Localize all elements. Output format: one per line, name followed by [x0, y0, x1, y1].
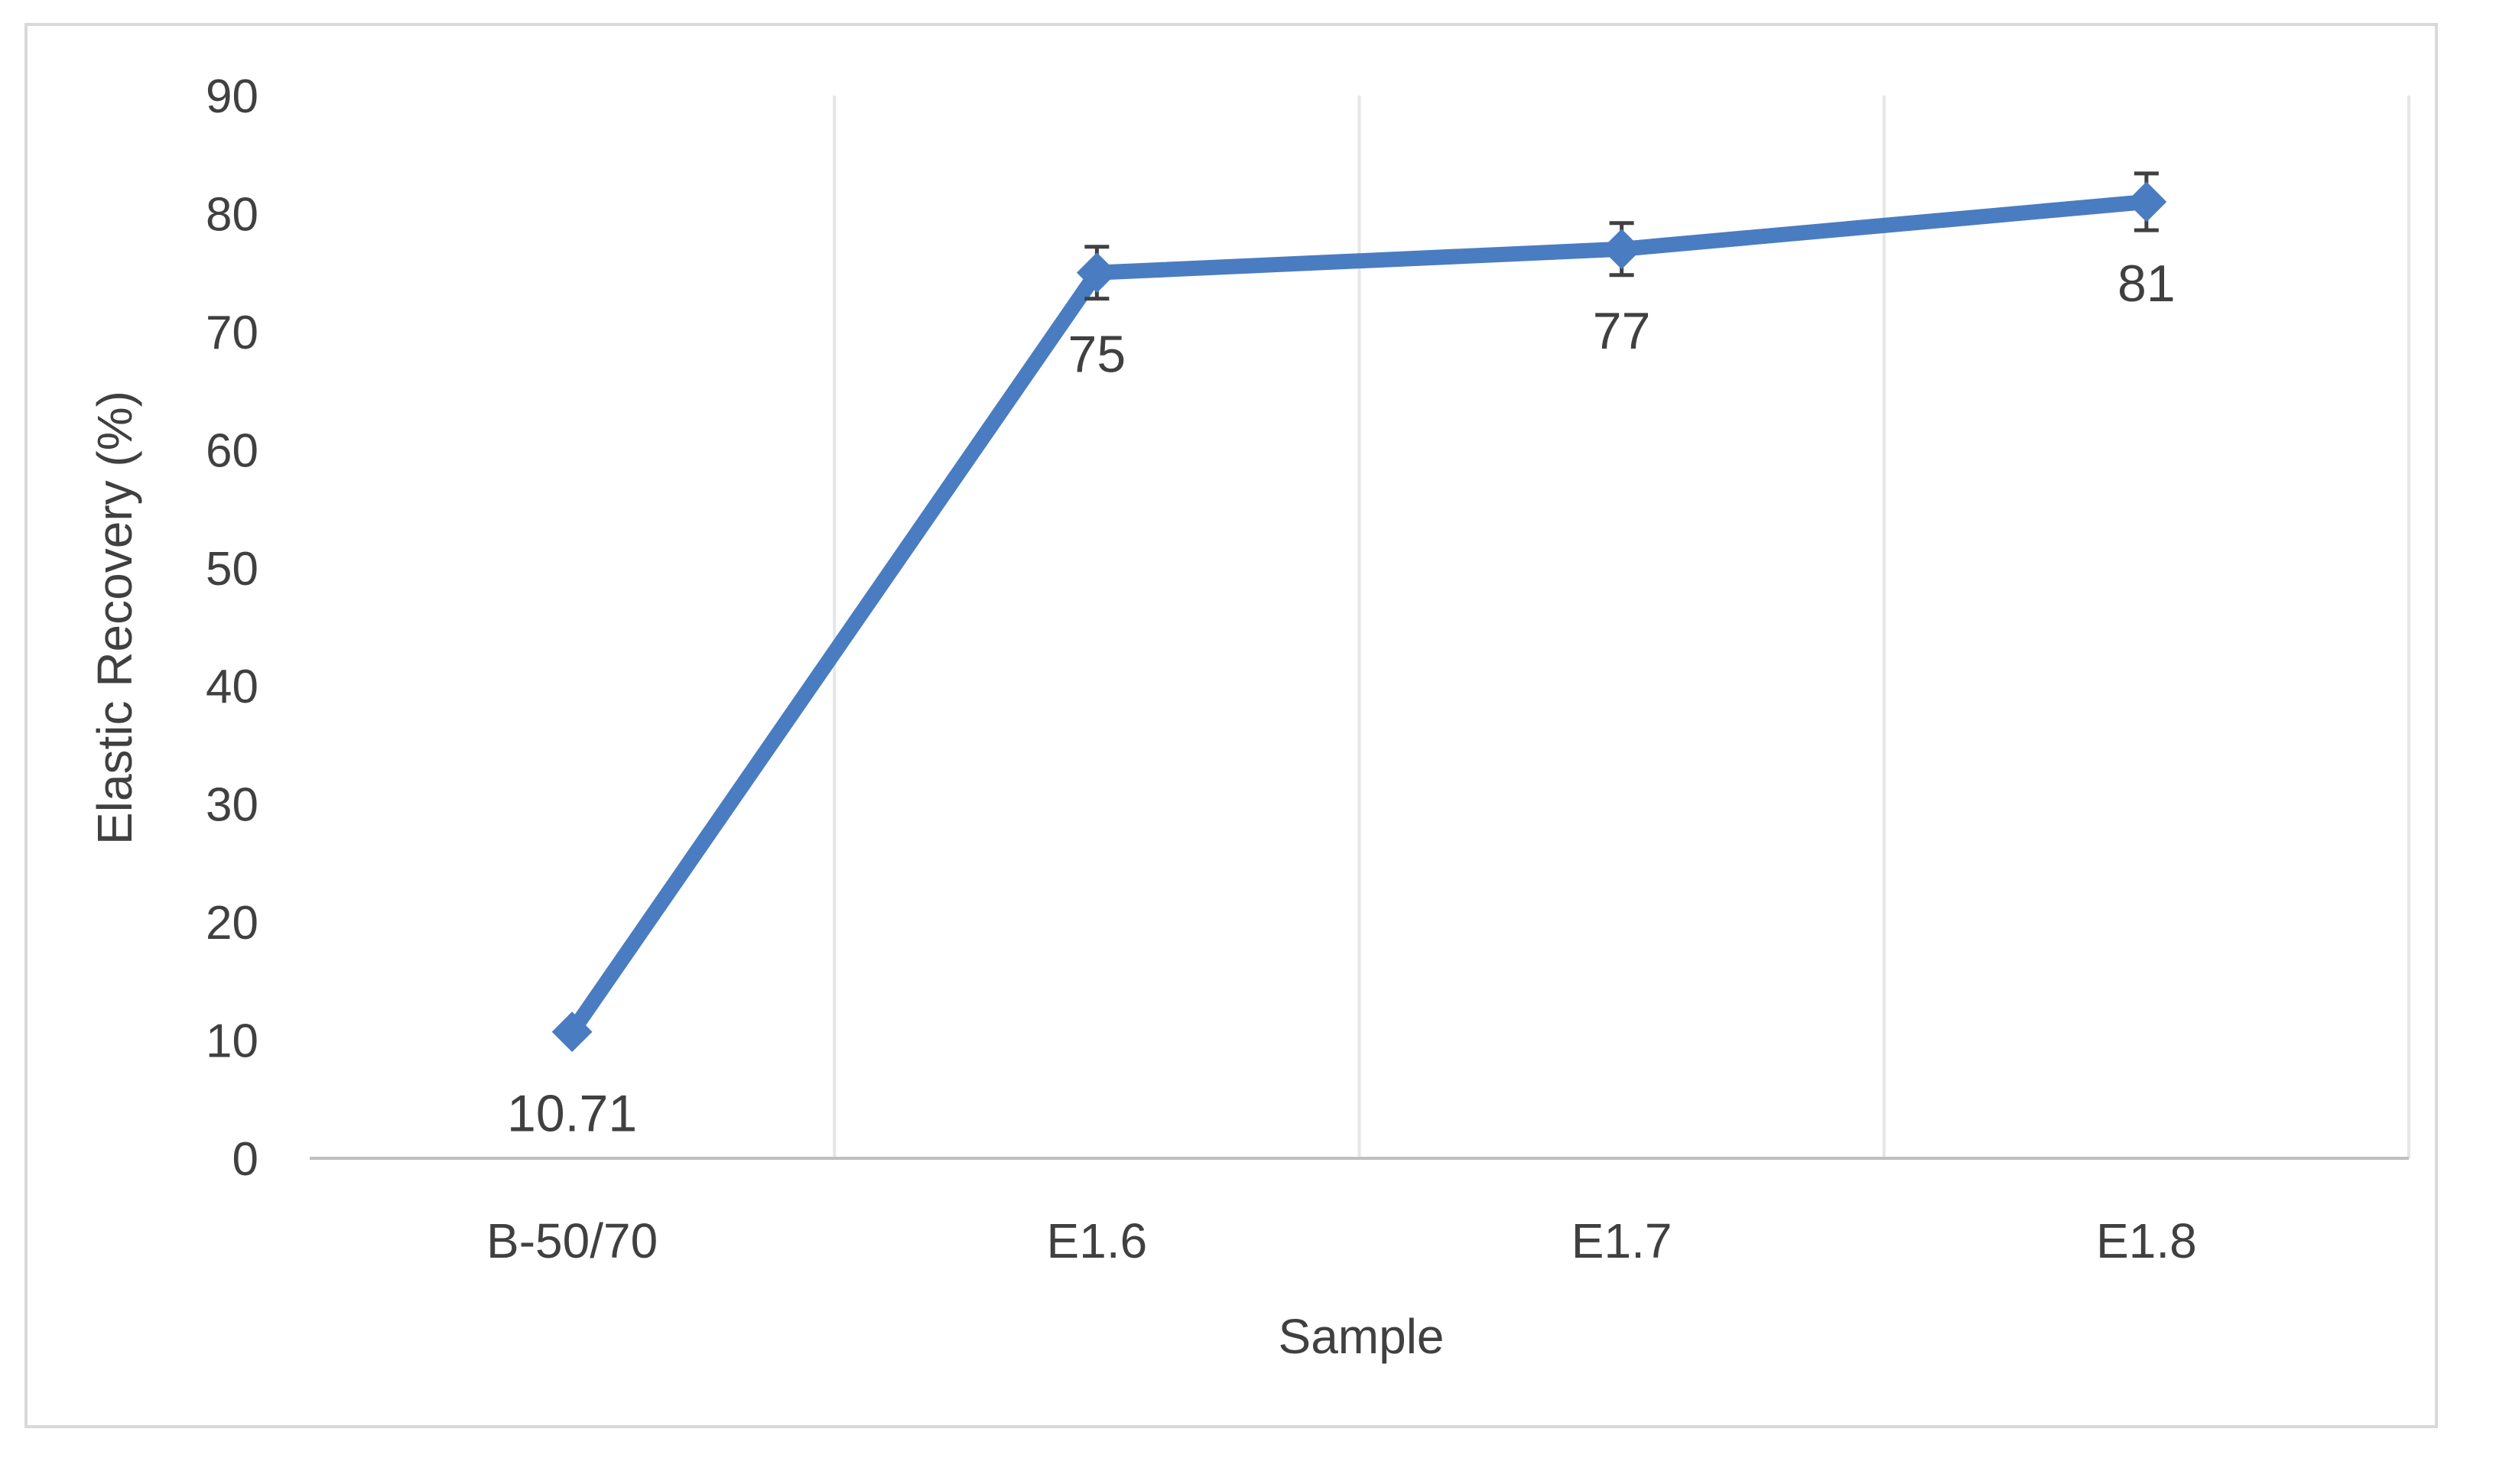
data-label: 81 [2117, 255, 2176, 313]
x-axis-title: Sample [1279, 1309, 1445, 1364]
data-point-marker [1601, 229, 1643, 270]
series-line-group [564, 194, 2154, 1040]
y-tick-label: 20 [206, 897, 258, 950]
gridlines [833, 96, 2410, 1158]
data-label: 75 [1068, 326, 1126, 384]
y-tick-label: 0 [232, 1133, 258, 1186]
y-tick-label: 90 [206, 70, 258, 123]
y-tick-label: 80 [206, 188, 258, 241]
y-tick-label: 50 [206, 543, 258, 596]
data-label: 10.71 [507, 1085, 637, 1143]
data-label: 77 [1593, 302, 1651, 360]
x-tick-label: E1.8 [2096, 1213, 2197, 1268]
y-tick-label: 30 [206, 779, 258, 832]
series-line [564, 194, 2154, 1040]
chart-frame [24, 23, 2438, 1428]
y-axis-ticks: 0 10 20 30 40 50 60 70 80 90 [206, 70, 258, 1186]
y-tick-label: 40 [206, 661, 258, 713]
data-point-marker [1076, 252, 1117, 294]
y-axis-title: Elastic Recovery (%) [87, 391, 142, 845]
y-tick-label: 70 [206, 307, 258, 359]
x-tick-label: E1.7 [1571, 1213, 1672, 1268]
data-labels: 10.71 75 77 81 [507, 255, 2176, 1143]
x-tick-label: E1.6 [1047, 1213, 1148, 1268]
x-axis-ticks: B-50/70 E1.6 E1.7 E1.8 [486, 1213, 2197, 1268]
data-point-marker [551, 1012, 593, 1053]
x-tick-label: B-50/70 [486, 1213, 658, 1268]
data-point-marker [2126, 181, 2167, 222]
series-markers [551, 181, 2167, 1053]
y-tick-label: 10 [206, 1015, 258, 1068]
y-tick-label: 60 [206, 424, 258, 477]
